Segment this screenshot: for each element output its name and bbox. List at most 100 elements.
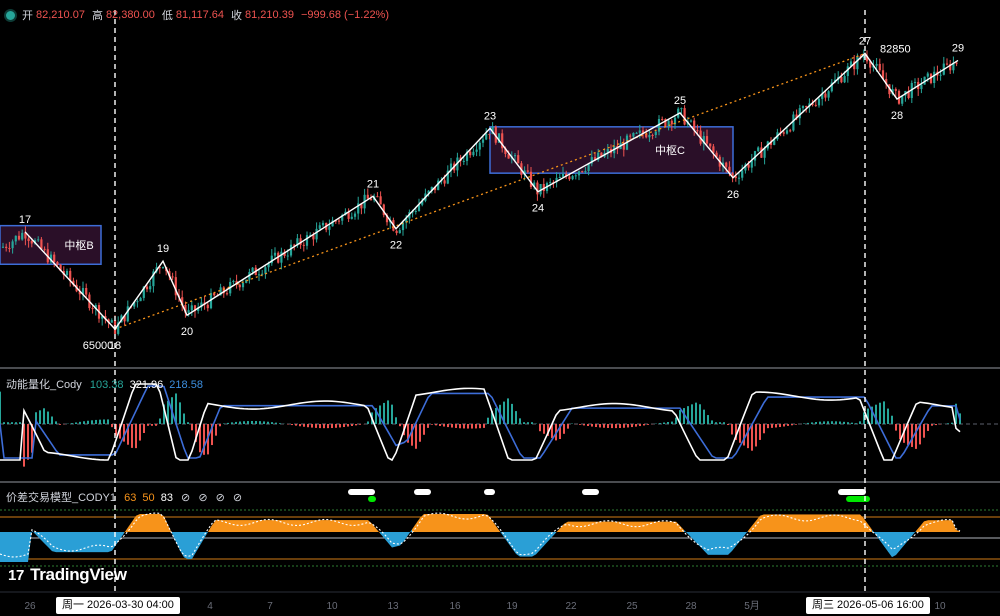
spread-area-segment [404,532,408,541]
symbol-status-icon [6,10,15,20]
indicator2-value-2: 50 [142,492,155,504]
candle-body [11,241,14,249]
spread-area-segment [596,521,600,532]
candle-body [504,148,507,154]
candle-body [856,56,859,70]
candle-body [901,95,904,104]
candle-body [641,130,645,134]
spread-area-segment [100,532,104,553]
spread-area-segment [676,521,680,532]
candle-body [769,141,773,145]
indicator1-legend[interactable]: 动能量化_Cody 103.38 321.96 218.58 [6,376,208,392]
spread-area-segment [188,532,192,560]
candle-body [632,132,635,137]
spread-area-segment [308,520,312,532]
pivot-label: 65000 [83,340,114,352]
spread-area-segment [864,518,868,532]
close-value: 81,210.39 [245,9,294,21]
spread-area-segment [868,524,872,532]
indicator2-legend[interactable]: 价差交易模型_CODY1 63 50 83 ⊘ ⊘ ⊘ ⊘ [6,489,247,505]
pivot-label: 23 [484,110,496,122]
candle-body [318,225,321,229]
spread-area-segment [368,520,372,532]
candle-body [590,157,593,164]
candle-body [30,240,33,244]
spread-area-segment [828,514,832,532]
candle-body [193,305,197,311]
candle-body [747,164,750,168]
candle-body [197,307,200,311]
spread-area-segment [160,514,164,532]
candle-body [670,120,673,125]
spread-area-segment [200,532,204,546]
candle-body [296,238,299,246]
candle-body [529,171,533,187]
candle-body [533,182,536,187]
spread-area-segment [852,514,856,532]
candle-body [158,267,161,269]
candle-body [568,176,571,180]
spread-area-segment [672,521,676,532]
spread-area-segment [848,514,852,532]
candle-body [654,131,657,136]
candle-body [245,279,248,283]
spread-area-segment [52,532,56,553]
spread-area-segment [856,514,860,532]
spread-area-segment [20,532,24,562]
candle-body [190,305,193,311]
candle-body [302,244,305,246]
spread-area-segment [740,532,744,541]
spread-area-segment [916,526,920,532]
spread-area-segment [324,520,328,532]
spread-area-segment [312,520,316,532]
candle-body [133,302,136,307]
candle-body [581,171,584,173]
candle-body [683,108,686,125]
candle-body [405,218,408,223]
candle-body [321,222,325,226]
spread-area-segment [940,520,944,532]
high-value: 82,380.00 [105,9,155,21]
candle-body [334,220,337,222]
spread-area-segment [372,523,376,532]
spread-area-segment [700,532,704,551]
candle-body [443,180,446,184]
candle-body [181,297,184,305]
spread-area-segment [384,532,388,543]
candle-body [939,74,942,76]
candle-body [795,114,798,119]
spread-area-segment [588,521,592,532]
spread-area-segment [884,532,888,552]
spread-area-segment [712,532,716,555]
spread-area-segment [556,528,560,533]
spread-area-segment [220,520,224,532]
crosshair-time-label-2: 周三 2026-05-06 16:00 [806,597,930,614]
candle-body [433,186,437,191]
spread-area-segment [776,514,780,532]
candle-body [638,130,641,133]
candle-body [705,136,709,144]
candle-body [136,301,139,303]
spread-area-segment [748,525,752,532]
tradingview-logo[interactable]: 17 TradingView [8,565,127,585]
spread-area-segment [88,532,92,553]
spread-area-segment [340,520,344,532]
candle-body [910,83,913,98]
candle-body [331,220,334,227]
spread-area-segment [944,520,948,532]
candle-body [635,132,638,134]
spread-area-segment [912,530,916,536]
spread-area-segment [228,520,232,532]
spread-area-segment [512,532,516,554]
spread-area-segment [728,532,732,555]
candle-body [168,271,171,277]
spread-area-segment [720,532,724,555]
spread-area-segment [644,521,648,532]
spread-model-pane [0,489,1000,567]
spread-area-segment [876,532,880,541]
candle-body [728,166,731,174]
candle-body [283,251,286,256]
candle-body [152,271,155,287]
pivot-label: 82850 [880,43,911,55]
